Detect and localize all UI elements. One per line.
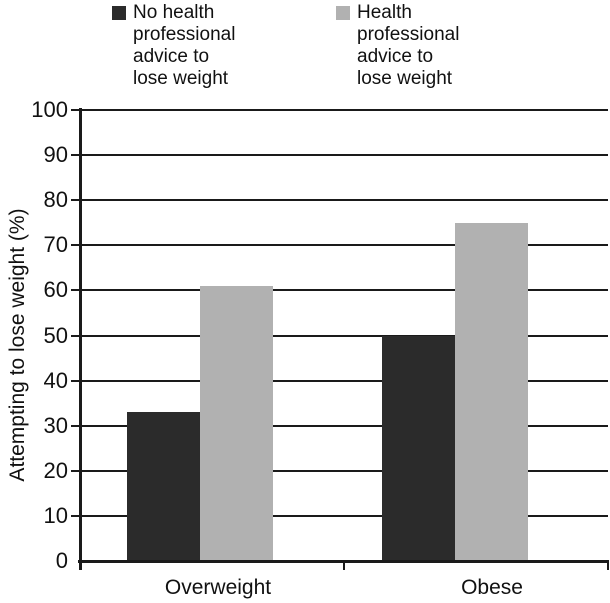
y-tick-label-70: 70: [43, 232, 68, 258]
y-tick-label-80: 80: [43, 187, 68, 213]
legend-item-no-advice: No health professional advice to lose we…: [112, 2, 235, 90]
bar-no-advice-overweight: [127, 412, 200, 561]
y-tick-label-0: 0: [55, 548, 68, 573]
bar-advice-overweight: [200, 285, 273, 561]
gridline-70: [71, 244, 608, 247]
y-tick-label-100: 100: [31, 97, 68, 122]
gridline-60: [71, 289, 608, 292]
gridline-40: [71, 379, 608, 382]
gridline-90: [71, 154, 608, 157]
y-tick-label-30: 30: [43, 412, 68, 438]
x-tick-2: [606, 561, 609, 570]
y-tick-label-10: 10: [43, 502, 68, 528]
x-tick-1: [342, 561, 345, 570]
bar-no-advice-obese: [382, 335, 455, 561]
legend-swatch-advice: [336, 6, 350, 20]
legend-item-advice: Health professional advice to lose weigh…: [336, 2, 459, 90]
gridline-10: [71, 514, 608, 517]
gridline-50: [71, 334, 608, 337]
x-category-label-overweight: Overweight: [164, 576, 272, 599]
x-category-label-obese: Obese: [461, 576, 523, 599]
gridline-100: [71, 109, 608, 111]
gridline-30: [71, 424, 608, 427]
y-tick-label-20: 20: [43, 457, 68, 483]
y-tick-label-90: 90: [43, 142, 68, 168]
gridline-80: [71, 199, 608, 202]
legend-label-no-advice: No health professional advice to lose we…: [133, 2, 236, 89]
y-tick-label-40: 40: [43, 367, 68, 393]
y-tick-label-60: 60: [43, 277, 68, 303]
bar-advice-obese: [455, 222, 528, 561]
legend-swatch-no-advice: [112, 6, 126, 20]
gridline-20: [71, 469, 608, 472]
legend-label-advice: Health professional advice to lose weigh…: [357, 2, 460, 89]
y-tick-label-50: 50: [43, 322, 68, 348]
y-axis-line: [79, 108, 82, 570]
